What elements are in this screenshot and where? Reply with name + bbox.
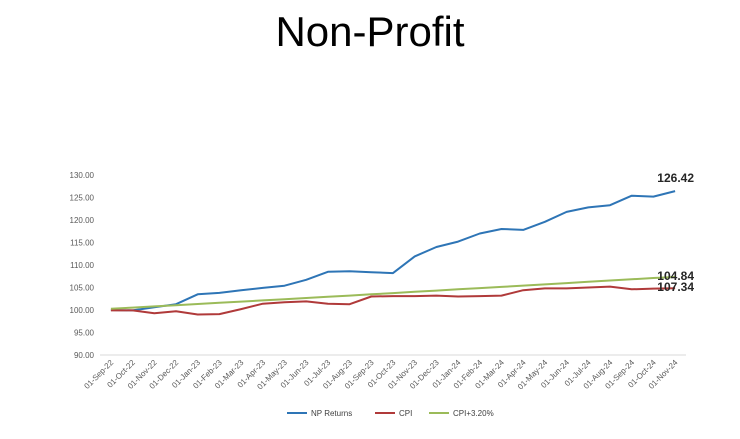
end-value-label: 104.84 bbox=[657, 269, 694, 283]
end-value-label: 126.42 bbox=[657, 171, 694, 185]
y-tick-label: 125.00 bbox=[70, 194, 95, 203]
y-tick-label: 95.00 bbox=[74, 329, 95, 338]
y-axis: 90.00 95.00 100.00 105.00 110.00 115.00 120.00… bbox=[70, 171, 95, 360]
series-line-cpi-3-20- bbox=[110, 276, 676, 310]
y-tick-label: 90.00 bbox=[74, 351, 95, 360]
end-value-label: 107.34 bbox=[657, 280, 694, 294]
legend-label: CPI+3.20% bbox=[453, 409, 494, 418]
y-tick-label: 110.00 bbox=[70, 261, 94, 270]
y-tick-label: 115.00 bbox=[70, 239, 94, 248]
legend-label: NP Returns bbox=[311, 409, 352, 418]
series-line-cpi bbox=[110, 285, 676, 316]
slide-title: Non-Profit bbox=[275, 8, 465, 55]
legend-label: CPI bbox=[399, 409, 412, 418]
plot-lines bbox=[110, 190, 676, 316]
chart-legend: NP Returns CPI CPI+3.20% bbox=[287, 409, 494, 418]
y-tick-label: 100.00 bbox=[70, 306, 95, 315]
y-tick-label: 105.00 bbox=[70, 284, 95, 293]
x-axis: 01-Sep-2201-Oct-2201-Nov-2201-Dec-2201-J… bbox=[82, 354, 686, 391]
series-line-np-returns bbox=[110, 190, 676, 312]
y-tick-label: 120.00 bbox=[70, 216, 95, 225]
y-tick-label: 130.00 bbox=[70, 171, 95, 180]
